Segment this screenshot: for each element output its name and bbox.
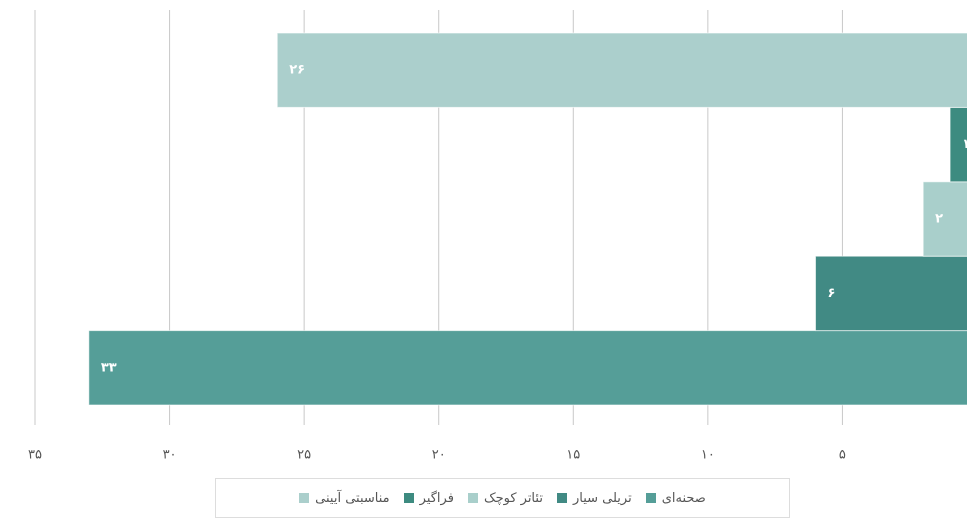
legend-label: مناسبتی آیینی	[315, 490, 390, 506]
legend-swatch	[556, 493, 567, 503]
legend-swatch	[645, 493, 656, 503]
legend-item[interactable]: صحنه‌ای	[645, 490, 706, 506]
legend-item[interactable]: مناسبتی آیینی	[299, 490, 390, 506]
legend-label: صحنه‌ای	[661, 490, 706, 506]
x-tick-label: ۵	[839, 448, 846, 463]
legend-item[interactable]: تریلی سیار	[556, 490, 632, 506]
value-label: ۲	[935, 212, 943, 227]
bar	[88, 330, 967, 406]
legend-label: تریلی سیار	[572, 490, 632, 506]
x-tick-label: ۱۵	[566, 448, 580, 463]
bar	[922, 181, 967, 257]
x-tick-label: ۲۵	[297, 448, 311, 463]
value-label: ۱	[962, 137, 967, 152]
value-label: ۲۶	[289, 63, 305, 78]
x-tick-label: ۳۰	[163, 448, 177, 463]
value-label: ۳۳	[101, 360, 117, 375]
legend-swatch	[403, 493, 414, 503]
legend-swatch	[299, 493, 310, 503]
legend-item[interactable]: تئاتر کوچک	[467, 490, 543, 506]
legend-label: تئاتر کوچک	[483, 490, 543, 506]
x-tick-label: ۲۰	[432, 448, 446, 463]
x-tick-label: ۳۵	[28, 448, 42, 463]
x-tick-label: ۱۰	[701, 448, 715, 463]
value-label: ۶	[828, 286, 836, 301]
bar	[815, 255, 967, 332]
bar	[276, 32, 967, 108]
legend: صحنه‌ای تریلی سیار تئاتر کوچک فراگیر مناسبتی…	[215, 478, 790, 518]
legend-swatch	[467, 493, 478, 503]
legend-label: فراگیر	[419, 490, 454, 506]
legend-item[interactable]: فراگیر	[403, 490, 454, 506]
chart: ۵ ۱۰ ۱۵ ۲۰ ۲۵ ۳۰ ۳۵ ۳۳ ۶ ۲ ۱ ۲۶	[28, 10, 967, 463]
